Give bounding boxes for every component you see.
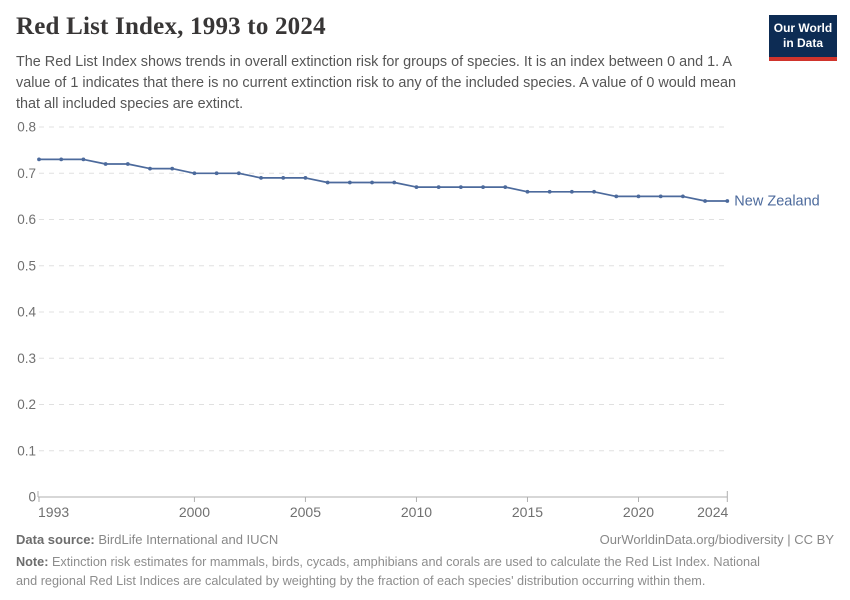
y-tick-label: 0.3 xyxy=(17,351,36,366)
data-point[interactable] xyxy=(259,175,263,180)
data-point[interactable] xyxy=(325,180,330,185)
data-point[interactable] xyxy=(525,189,530,194)
data-source-label: Data source: xyxy=(16,532,95,547)
data-point[interactable] xyxy=(125,162,130,166)
series-label[interactable]: New Zealand xyxy=(734,194,819,210)
data-point[interactable] xyxy=(59,157,64,162)
data-point[interactable] xyxy=(569,189,574,194)
data-point[interactable] xyxy=(347,180,352,185)
y-tick-label: 0 xyxy=(28,490,36,505)
x-tick-label: 1993 xyxy=(38,504,69,520)
data-point[interactable] xyxy=(281,175,286,180)
data-point[interactable] xyxy=(592,189,596,194)
data-point[interactable] xyxy=(192,171,197,176)
data-point[interactable] xyxy=(303,175,308,180)
note-label: Note: xyxy=(16,555,49,569)
data-point[interactable] xyxy=(725,199,730,203)
data-point[interactable] xyxy=(503,185,508,190)
data-point[interactable] xyxy=(392,180,397,185)
footer-sources-row: Data source: BirdLife International and … xyxy=(16,532,834,547)
data-point[interactable] xyxy=(614,194,619,199)
x-tick-label: 2005 xyxy=(290,504,321,520)
y-tick-label: 0.6 xyxy=(17,212,36,227)
data-point[interactable] xyxy=(680,194,685,199)
data-point[interactable] xyxy=(481,185,485,190)
chart-subtitle: The Red List Index shows trends in overa… xyxy=(16,54,736,113)
data-point[interactable] xyxy=(103,162,108,166)
y-tick-label: 0.8 xyxy=(17,120,36,135)
data-point[interactable] xyxy=(703,199,707,203)
logo-text-line1: Our World xyxy=(773,21,833,35)
data-point[interactable] xyxy=(458,185,463,190)
y-tick-label: 0.2 xyxy=(17,397,36,412)
footer-note: Note: Extinction risk estimates for mamm… xyxy=(16,553,770,591)
y-tick-label: 0.4 xyxy=(17,305,36,320)
data-point[interactable] xyxy=(148,166,152,171)
logo-accent-bar xyxy=(769,56,837,61)
data-point[interactable] xyxy=(37,157,41,162)
owid-logo[interactable]: Our World in Data xyxy=(769,15,837,61)
data-point[interactable] xyxy=(170,166,175,171)
y-tick-label: 0.5 xyxy=(17,258,36,273)
owid-link[interactable]: OurWorldinData.org/biodiversity | CC BY xyxy=(599,532,834,547)
page-title: Red List Index, 1993 to 2024 xyxy=(16,13,326,40)
data-point[interactable] xyxy=(214,171,219,176)
x-tick-label: 2000 xyxy=(179,504,210,520)
y-tick-label: 0.1 xyxy=(17,443,36,458)
data-point[interactable] xyxy=(658,194,663,199)
data-source: Data source: BirdLife International and … xyxy=(16,532,278,547)
data-point[interactable] xyxy=(370,180,374,185)
x-tick-label: 2020 xyxy=(623,504,654,520)
data-point[interactable] xyxy=(547,189,552,194)
trend-line[interactable] xyxy=(38,158,729,202)
logo-text-line2: in Data xyxy=(782,36,823,51)
data-point[interactable] xyxy=(436,185,441,190)
data-source-value: BirdLife International and IUCN xyxy=(98,532,279,547)
x-tick-label: 2024 xyxy=(697,504,728,520)
note-value: Extinction risk estimates for mammals, b… xyxy=(16,555,760,589)
x-tick-label: 2015 xyxy=(512,504,543,520)
data-point[interactable] xyxy=(636,194,641,199)
x-tick-label: 2010 xyxy=(401,504,432,520)
y-tick-label: 0.7 xyxy=(17,166,36,181)
data-point[interactable] xyxy=(81,157,86,162)
data-point[interactable] xyxy=(414,185,419,190)
data-point[interactable] xyxy=(236,171,241,176)
